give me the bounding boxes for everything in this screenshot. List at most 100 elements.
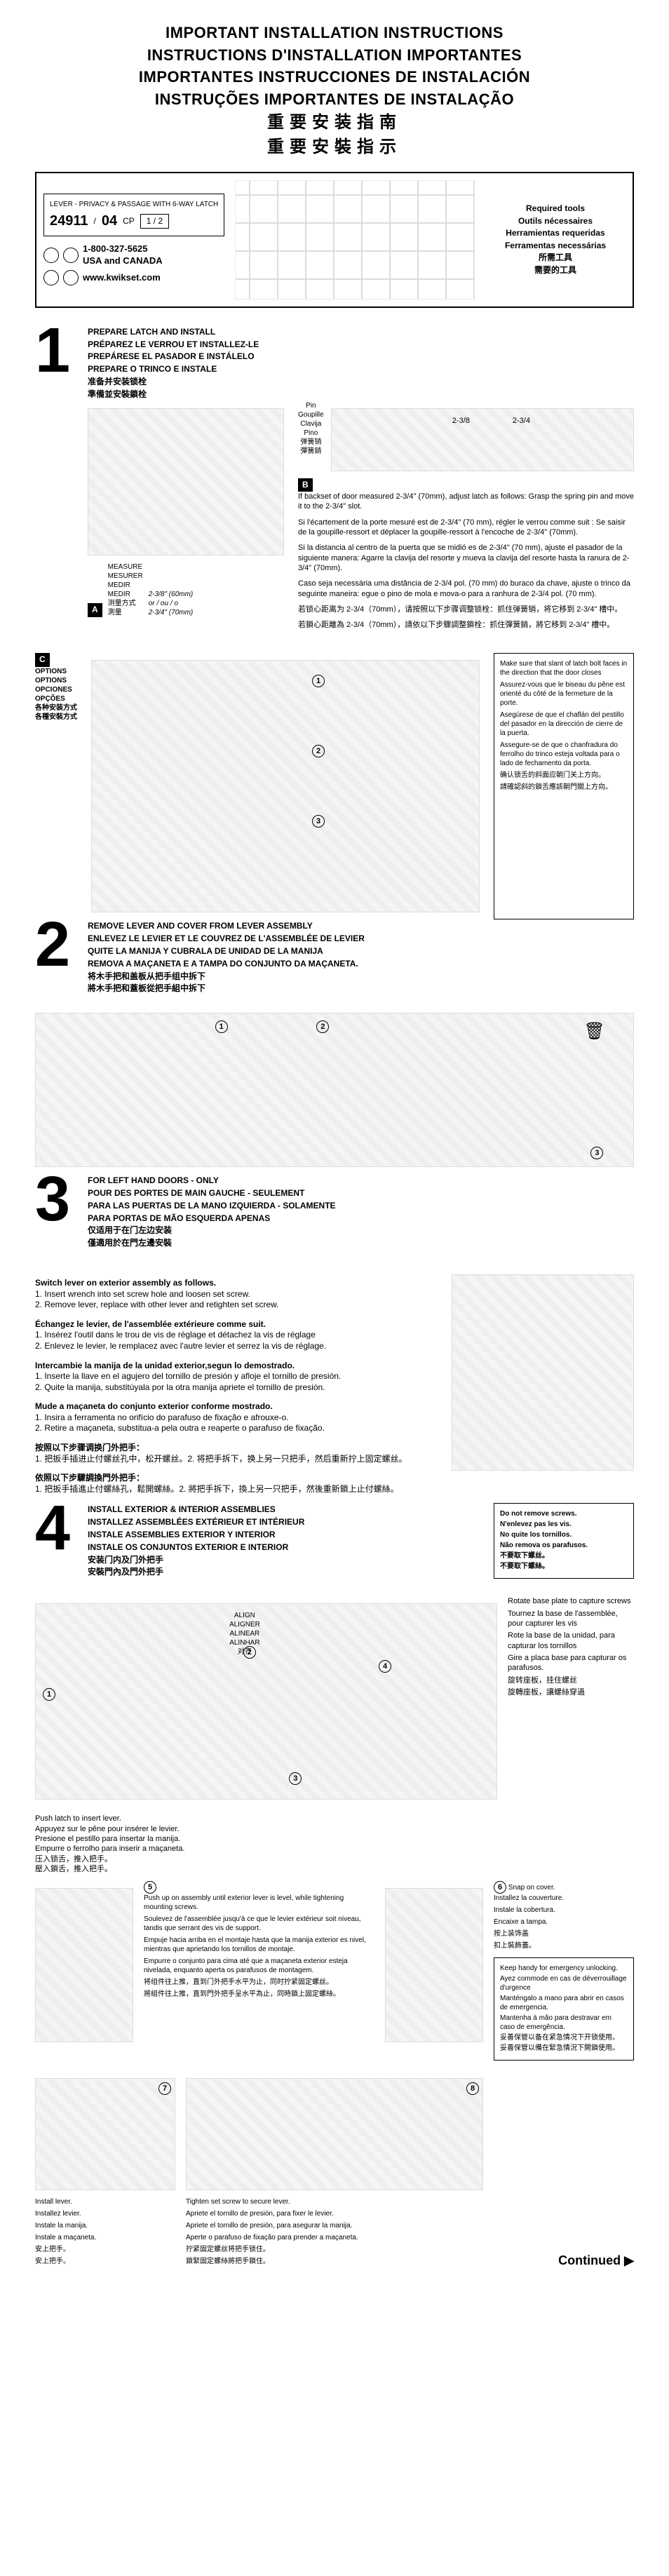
step-3-number: 3 xyxy=(35,1174,77,1250)
warn-fr: N'enlevez pas les vis. xyxy=(500,1520,628,1529)
title-zh-cn: 重要安装指南 xyxy=(35,112,634,133)
step3-title-zhcn: 仅适用于在门左边安装 xyxy=(88,1225,634,1236)
step-1: 1 PREPARE LATCH AND INSTALL PRÉPAREZ LE … xyxy=(35,325,634,636)
callout-pt: Assegure-se de que o chanfradura do ferr… xyxy=(500,741,628,768)
tools-diagram xyxy=(235,180,475,299)
product-cp: CP xyxy=(123,216,135,227)
step2-title-zhcn: 将木手把和盖板从把手组中拆下 xyxy=(88,971,634,983)
computer-icon xyxy=(63,270,79,285)
title-fr: INSTRUCTIONS D'INSTALLATION IMPORTANTES xyxy=(35,46,634,66)
step4-diagram-6 xyxy=(385,1888,483,2042)
title-en: IMPORTANT INSTALLATION INSTRUCTIONS xyxy=(35,23,634,43)
step-2-titles: REMOVE LEVER AND COVER FROM LEVER ASSEMB… xyxy=(88,920,634,994)
phone-icon xyxy=(63,248,79,263)
step4-bottom-row: 5 Push up on assembly until exterior lev… xyxy=(35,1881,634,2061)
continued-label: Continued xyxy=(494,2253,634,2269)
contact-phone: 1-800-327-5625 xyxy=(83,243,148,254)
product-contact-column: LEVER - PRIVACY & PASSAGE WITH 6-WAY LAT… xyxy=(43,194,224,285)
s3-en-2: 2. Remove lever, replace with other leve… xyxy=(35,1300,438,1311)
il-zhcn: 安上把手。 xyxy=(35,2245,175,2254)
contact-block: 1-800-327-5625 USA and CANADA www.kwikse… xyxy=(43,243,224,285)
step1-title-en: PREPARE LATCH AND INSTALL xyxy=(88,326,634,338)
step1-title-es: PREPÁRESE EL PASADOR E INSTÁLELO xyxy=(88,351,634,363)
tools-zh-cn: 所需工具 xyxy=(485,252,626,264)
step1-title-pt: PREPARE O TRINCO E INSTALE xyxy=(88,363,634,375)
options-section: C OPTIONS OPTIONS OPCIONES OPÇÕES 各种安装方式… xyxy=(35,653,634,919)
s3-zhtw-title: 依照以下步驟調換門外把手： xyxy=(35,1473,438,1484)
step4-diagram-7: 7 xyxy=(35,2078,175,2190)
product-num1: 24911 xyxy=(50,212,88,230)
s3-es-2: 2. Quite la manija, substitúyala por la … xyxy=(35,1382,438,1394)
rot-zhtw: 旋轉座板，讓螺絲穿過 xyxy=(508,1687,634,1697)
product-label: LEVER - PRIVACY & PASSAGE WITH 6-WAY LAT… xyxy=(50,200,218,209)
em-zhtw: 妥善保管以備在緊急情況下開鎖使用。 xyxy=(500,2044,628,2053)
step1-instr-es: Si la distancia al centro de la puerta q… xyxy=(298,543,634,573)
product-page: 1 / 2 xyxy=(140,214,169,229)
title-es: IMPORTANTES INSTRUCCIONES DE INSTALACIÓN xyxy=(35,67,634,88)
question-icon xyxy=(43,248,59,263)
il-fr: Installez levier. xyxy=(35,2209,175,2218)
rot-zhcn: 旋转座板，挂住螺丝 xyxy=(508,1675,634,1685)
install-lever-text: Install lever. Installez levier. Instale… xyxy=(35,2197,175,2266)
step4-title-pt: INSTALE OS CONJUNTOS EXTERIOR E INTERIOR xyxy=(88,1542,483,1553)
tools-zh-tw: 需要的工具 xyxy=(485,265,626,276)
snap-text: 6 Snap on cover. Installez la couverture… xyxy=(494,1881,634,1950)
rot-en: Rotate base plate to capture screws xyxy=(508,1596,634,1606)
step3-title-es: PARA LAS PUERTAS DE LA MANO IZQUIERDA - … xyxy=(88,1200,634,1212)
push-up-text: 5 Push up on assembly until exterior lev… xyxy=(144,1881,374,2061)
step4-bottom-row2: 7 Install lever. Installez levier. Insta… xyxy=(35,2071,634,2269)
step4-title-zhcn: 安装门内及门外把手 xyxy=(88,1554,483,1566)
step1-diagram-b: 2-3/8 2-3/4 xyxy=(331,408,634,471)
step1-instr-fr: Si l'écartement de la porte mesuré est d… xyxy=(298,518,634,538)
pu-pt: Empurre o conjunto para cima até que a m… xyxy=(144,1957,374,1975)
product-num2: 04 xyxy=(102,212,117,230)
step-1-titles: PREPARE LATCH AND INSTALL PRÉPAREZ LE VE… xyxy=(88,326,634,400)
title-zh-tw: 重要安裝指示 xyxy=(35,136,634,158)
contact-region: USA and CANADA xyxy=(83,255,163,266)
no-remove-screws-box: Do not remove screws. N'enlevez pas les … xyxy=(494,1503,634,1579)
measure-zhcn: 测量方式 xyxy=(108,599,143,608)
sn-zhcn: 按上装饰盖 xyxy=(494,1929,634,1938)
warn-zhtw: 不要取下螺絲。 xyxy=(500,1562,628,1571)
tag-a: A xyxy=(88,603,102,617)
tools-pt: Ferramentas necessárias xyxy=(485,241,626,252)
ti-en: Tighten set screw to secure lever. xyxy=(186,2197,483,2206)
sn-es: Instale la cobertura. xyxy=(494,1906,634,1915)
push-latch-text: Push latch to insert lever. Appuyez sur … xyxy=(35,1814,634,1874)
options-fr: OPTIONS xyxy=(35,676,77,685)
push-zhtw: 壓入鎖舌，推入把手。 xyxy=(35,1864,634,1874)
step4-title-fr: INSTALLEZ ASSEMBLÉES EXTÉRIEUR ET INTÉRI… xyxy=(88,1516,483,1528)
pin-zhtw: 彈簧銷 xyxy=(298,447,324,456)
step2-title-es: QUITE LA MANIJA Y CUBRALA DE UNIDAD DE L… xyxy=(88,945,634,957)
s3-fr-2: 2. Enlevez le levier, le remplacez avec … xyxy=(35,1341,438,1352)
options-zhtw: 各種安裝方式 xyxy=(35,713,77,722)
step-2: 2 REMOVE LEVER AND COVER FROM LEVER ASSE… xyxy=(35,919,634,995)
step3-title-en: FOR LEFT HAND DOORS - ONLY xyxy=(88,1175,634,1187)
rot-es: Rote la base de la unidad, para capturar… xyxy=(508,1631,634,1651)
step4-title-zhtw: 安裝門內及門外把手 xyxy=(88,1566,483,1578)
slant-callout: Make sure that slant of latch bolt faces… xyxy=(494,653,634,919)
warn-pt: Não remova os parafusos. xyxy=(500,1541,628,1550)
pin-fr: Goupille xyxy=(298,410,324,419)
em-en: Keep handy for emergency unlocking. xyxy=(500,1964,628,1973)
s3-fr-1: 1. Insérez l'outil dans le trou de vis d… xyxy=(35,1330,438,1341)
em-es: Manténgalo a mano para abrir en casos de… xyxy=(500,1994,628,2012)
step1-instr-zhtw: 若鎖心距離為 2-3/4（70mm），請依以下步驟調整鎖栓：抓住彈簧銷，將它移到… xyxy=(298,620,634,630)
rot-fr: Tournez la base de l'assemblée, pour cap… xyxy=(508,1609,634,1629)
s3-en-1: 1. Insert wrench into set screw hole and… xyxy=(35,1289,438,1300)
step4-title-en: INSTALL EXTERIOR & INTERIOR ASSEMBLIES xyxy=(88,1504,483,1516)
align-zhcn: 对齐 xyxy=(229,1647,260,1657)
rot-pt: Gire a placa base para capturar os paraf… xyxy=(508,1653,634,1673)
step3-title-fr: POUR DES PORTES DE MAIN GAUCHE - SEULEME… xyxy=(88,1187,634,1199)
dim-b: 2-3/4 xyxy=(513,416,530,426)
step-1-number: 1 xyxy=(35,325,77,636)
push-pt: Empurre o ferrolho para inserir a maçane… xyxy=(35,1844,634,1854)
step1-title-zhtw: 準備並安裝鎖栓 xyxy=(88,389,634,400)
options-diagram: 1 2 3 xyxy=(91,660,480,912)
s3-pt-2: 2. Retire a maçaneta, substitua-a pela o… xyxy=(35,1423,438,1434)
step2-title-pt: REMOVA A MAÇANETA E A TAMPA DO CONJUNTO … xyxy=(88,958,634,970)
measure-dims: 2-3/8" (60mm) or / ou / o 2-3/4" (70mm) xyxy=(149,590,194,617)
step3-instructions: Switch lever on exterior assembly as fol… xyxy=(35,1278,438,1504)
push-fr: Appuyez sur le pêne pour insérer le levi… xyxy=(35,1824,634,1834)
il-en: Install lever. xyxy=(35,2197,175,2206)
